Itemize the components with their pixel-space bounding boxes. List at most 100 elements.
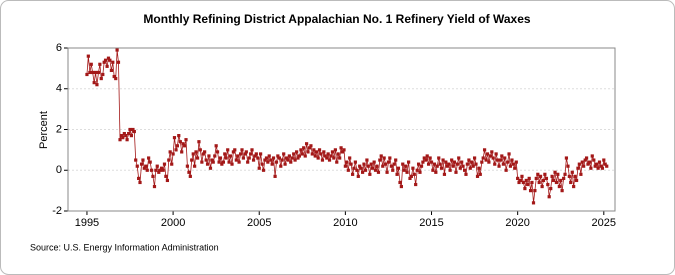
point xyxy=(368,172,372,176)
point xyxy=(302,146,306,150)
point xyxy=(271,156,276,160)
point xyxy=(319,152,323,156)
point xyxy=(339,146,343,150)
point xyxy=(260,162,264,166)
point xyxy=(460,160,464,164)
point xyxy=(402,168,406,172)
point xyxy=(442,172,447,176)
point xyxy=(599,164,603,168)
point xyxy=(200,160,204,164)
point xyxy=(247,156,251,160)
point xyxy=(185,164,189,168)
point xyxy=(320,158,325,162)
point xyxy=(309,144,313,148)
point xyxy=(205,162,210,166)
point xyxy=(544,176,549,180)
point xyxy=(550,174,554,178)
point xyxy=(226,148,230,152)
point xyxy=(228,154,233,158)
point xyxy=(484,158,488,162)
point xyxy=(340,150,345,154)
point xyxy=(208,166,213,170)
point xyxy=(569,180,573,185)
point xyxy=(303,154,307,158)
point xyxy=(86,54,90,58)
point xyxy=(562,176,566,180)
point xyxy=(201,152,205,156)
point xyxy=(322,150,326,154)
point xyxy=(388,156,392,160)
point xyxy=(498,158,503,162)
point xyxy=(204,158,208,162)
point xyxy=(447,162,451,166)
point xyxy=(193,164,197,168)
point xyxy=(381,164,385,168)
point xyxy=(361,170,365,174)
plot-area xyxy=(67,47,616,212)
point xyxy=(372,160,376,164)
point xyxy=(217,160,221,164)
point xyxy=(127,131,131,136)
point xyxy=(329,154,333,158)
point xyxy=(405,170,409,174)
point xyxy=(582,164,586,168)
point xyxy=(172,136,177,140)
point xyxy=(170,162,174,166)
point xyxy=(165,178,170,183)
point xyxy=(586,162,590,166)
point xyxy=(180,150,184,154)
point xyxy=(343,164,347,168)
point xyxy=(455,162,459,166)
point xyxy=(366,164,370,168)
point xyxy=(231,150,235,154)
point xyxy=(395,172,399,176)
point xyxy=(333,148,337,152)
point xyxy=(538,174,543,178)
point xyxy=(125,138,129,142)
point xyxy=(567,174,571,178)
point xyxy=(536,172,540,176)
point xyxy=(401,162,405,166)
point xyxy=(279,164,283,168)
point xyxy=(342,148,346,152)
point xyxy=(370,166,375,170)
point xyxy=(129,134,134,138)
point xyxy=(315,150,319,154)
point xyxy=(237,160,241,164)
point xyxy=(474,162,478,166)
point xyxy=(269,158,273,162)
point xyxy=(254,152,258,156)
point xyxy=(349,162,353,166)
point xyxy=(135,164,139,168)
point xyxy=(283,162,287,166)
point xyxy=(462,168,467,172)
point xyxy=(399,184,403,189)
point xyxy=(448,168,452,172)
point xyxy=(114,76,118,81)
point xyxy=(148,160,152,164)
point xyxy=(167,158,171,162)
point xyxy=(224,156,228,160)
point xyxy=(422,156,426,160)
point xyxy=(157,170,161,174)
point xyxy=(267,154,271,158)
point xyxy=(159,166,164,170)
point xyxy=(491,156,495,160)
point xyxy=(184,138,188,142)
point xyxy=(461,164,465,168)
point xyxy=(363,168,368,172)
point xyxy=(108,58,112,62)
point xyxy=(468,166,472,170)
point xyxy=(386,160,391,164)
point xyxy=(379,154,383,158)
point xyxy=(435,164,439,168)
point xyxy=(99,76,103,81)
point xyxy=(266,160,270,164)
point xyxy=(373,168,378,172)
point xyxy=(527,176,531,180)
point xyxy=(556,172,560,176)
point xyxy=(290,156,294,160)
point xyxy=(506,160,510,164)
point xyxy=(415,168,419,172)
point xyxy=(233,148,237,152)
